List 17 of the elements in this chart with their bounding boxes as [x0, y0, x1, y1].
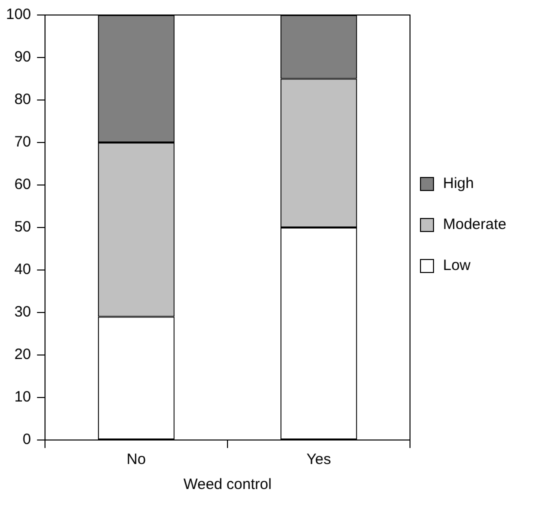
y-tick-label: 10 [14, 388, 32, 406]
legend-label: Moderate [443, 216, 506, 233]
y-tick-label: 100 [6, 6, 32, 24]
x-axis-title: Weed control [183, 476, 272, 494]
x-tick-label: Yes [306, 451, 331, 468]
y-tick-label: 70 [14, 134, 32, 151]
y-tick-label: 30 [14, 304, 32, 321]
legend-label: High [443, 175, 474, 192]
y-tick-label: 80 [14, 91, 32, 108]
y-tick-label: 0 [22, 431, 32, 448]
y-tick-label: 60 [14, 176, 32, 194]
y-tick-label: 20 [14, 346, 32, 364]
y-tick-label: 90 [14, 48, 32, 66]
text: Low [443, 257, 471, 274]
y-tick-label: 50 [14, 218, 32, 236]
x-tick-label: No [126, 451, 146, 468]
y-tick-label: 40 [14, 261, 32, 278]
